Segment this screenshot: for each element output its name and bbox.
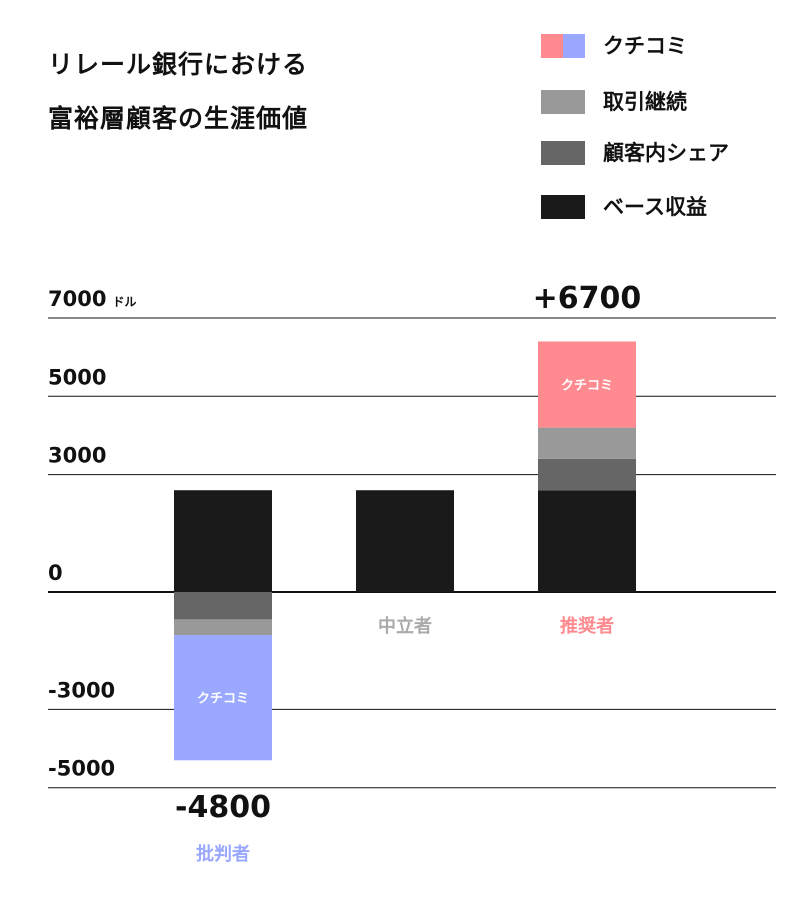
bar-total-label: -4800 (175, 790, 271, 825)
chart-title-line1: リレール銀行における (48, 50, 309, 79)
category-label: 批判者 (196, 843, 250, 865)
legend-swatch-base-revenue (541, 195, 585, 219)
bar-segment-word-of-mouth (538, 341, 636, 428)
y-tick-label: -5000 (48, 757, 115, 781)
y-tick-label: 5000 (48, 365, 106, 389)
chart-title: リレール銀行における 富裕層顧客の生涯価値 (48, 38, 308, 146)
category-label: 推奨者 (560, 615, 614, 637)
legend-label: 顧客内シェア (603, 141, 729, 165)
bar-segment-retention (174, 619, 272, 636)
legend-label: ベース収益 (603, 195, 707, 219)
bar-segment-base-revenue (538, 490, 636, 592)
y-tick-label: 0 (48, 561, 63, 585)
category-label: 中立者 (378, 615, 432, 637)
bar-segment-base-revenue (356, 490, 454, 592)
y-unit-label: ドル (112, 295, 136, 309)
y-tick-label: 7000 ドル (48, 287, 136, 311)
legend-label: クチコミ (603, 34, 687, 58)
bar-segment-word-of-mouth (174, 635, 272, 761)
bar-inner-label: クチコミ (197, 692, 249, 707)
bar-total-label: +6700 (533, 281, 642, 316)
y-tick-label: -3000 (48, 678, 115, 702)
legend-swatch-wallet-share (541, 141, 585, 165)
legend-swatch-retention (541, 90, 585, 114)
bar-segment-wallet-share (538, 458, 636, 491)
chart-title-line2: 富裕層顧客の生涯価値 (48, 104, 309, 133)
bar-segment-retention (538, 427, 636, 459)
bar-segment-wallet-share (174, 592, 272, 620)
legend-swatch-word-of-mouth (541, 34, 585, 58)
y-tick-label: 3000 (48, 444, 106, 468)
bar-segment-base-revenue (174, 490, 272, 592)
bar-inner-label: クチコミ (561, 379, 613, 394)
legend-label: 取引継続 (603, 90, 687, 114)
